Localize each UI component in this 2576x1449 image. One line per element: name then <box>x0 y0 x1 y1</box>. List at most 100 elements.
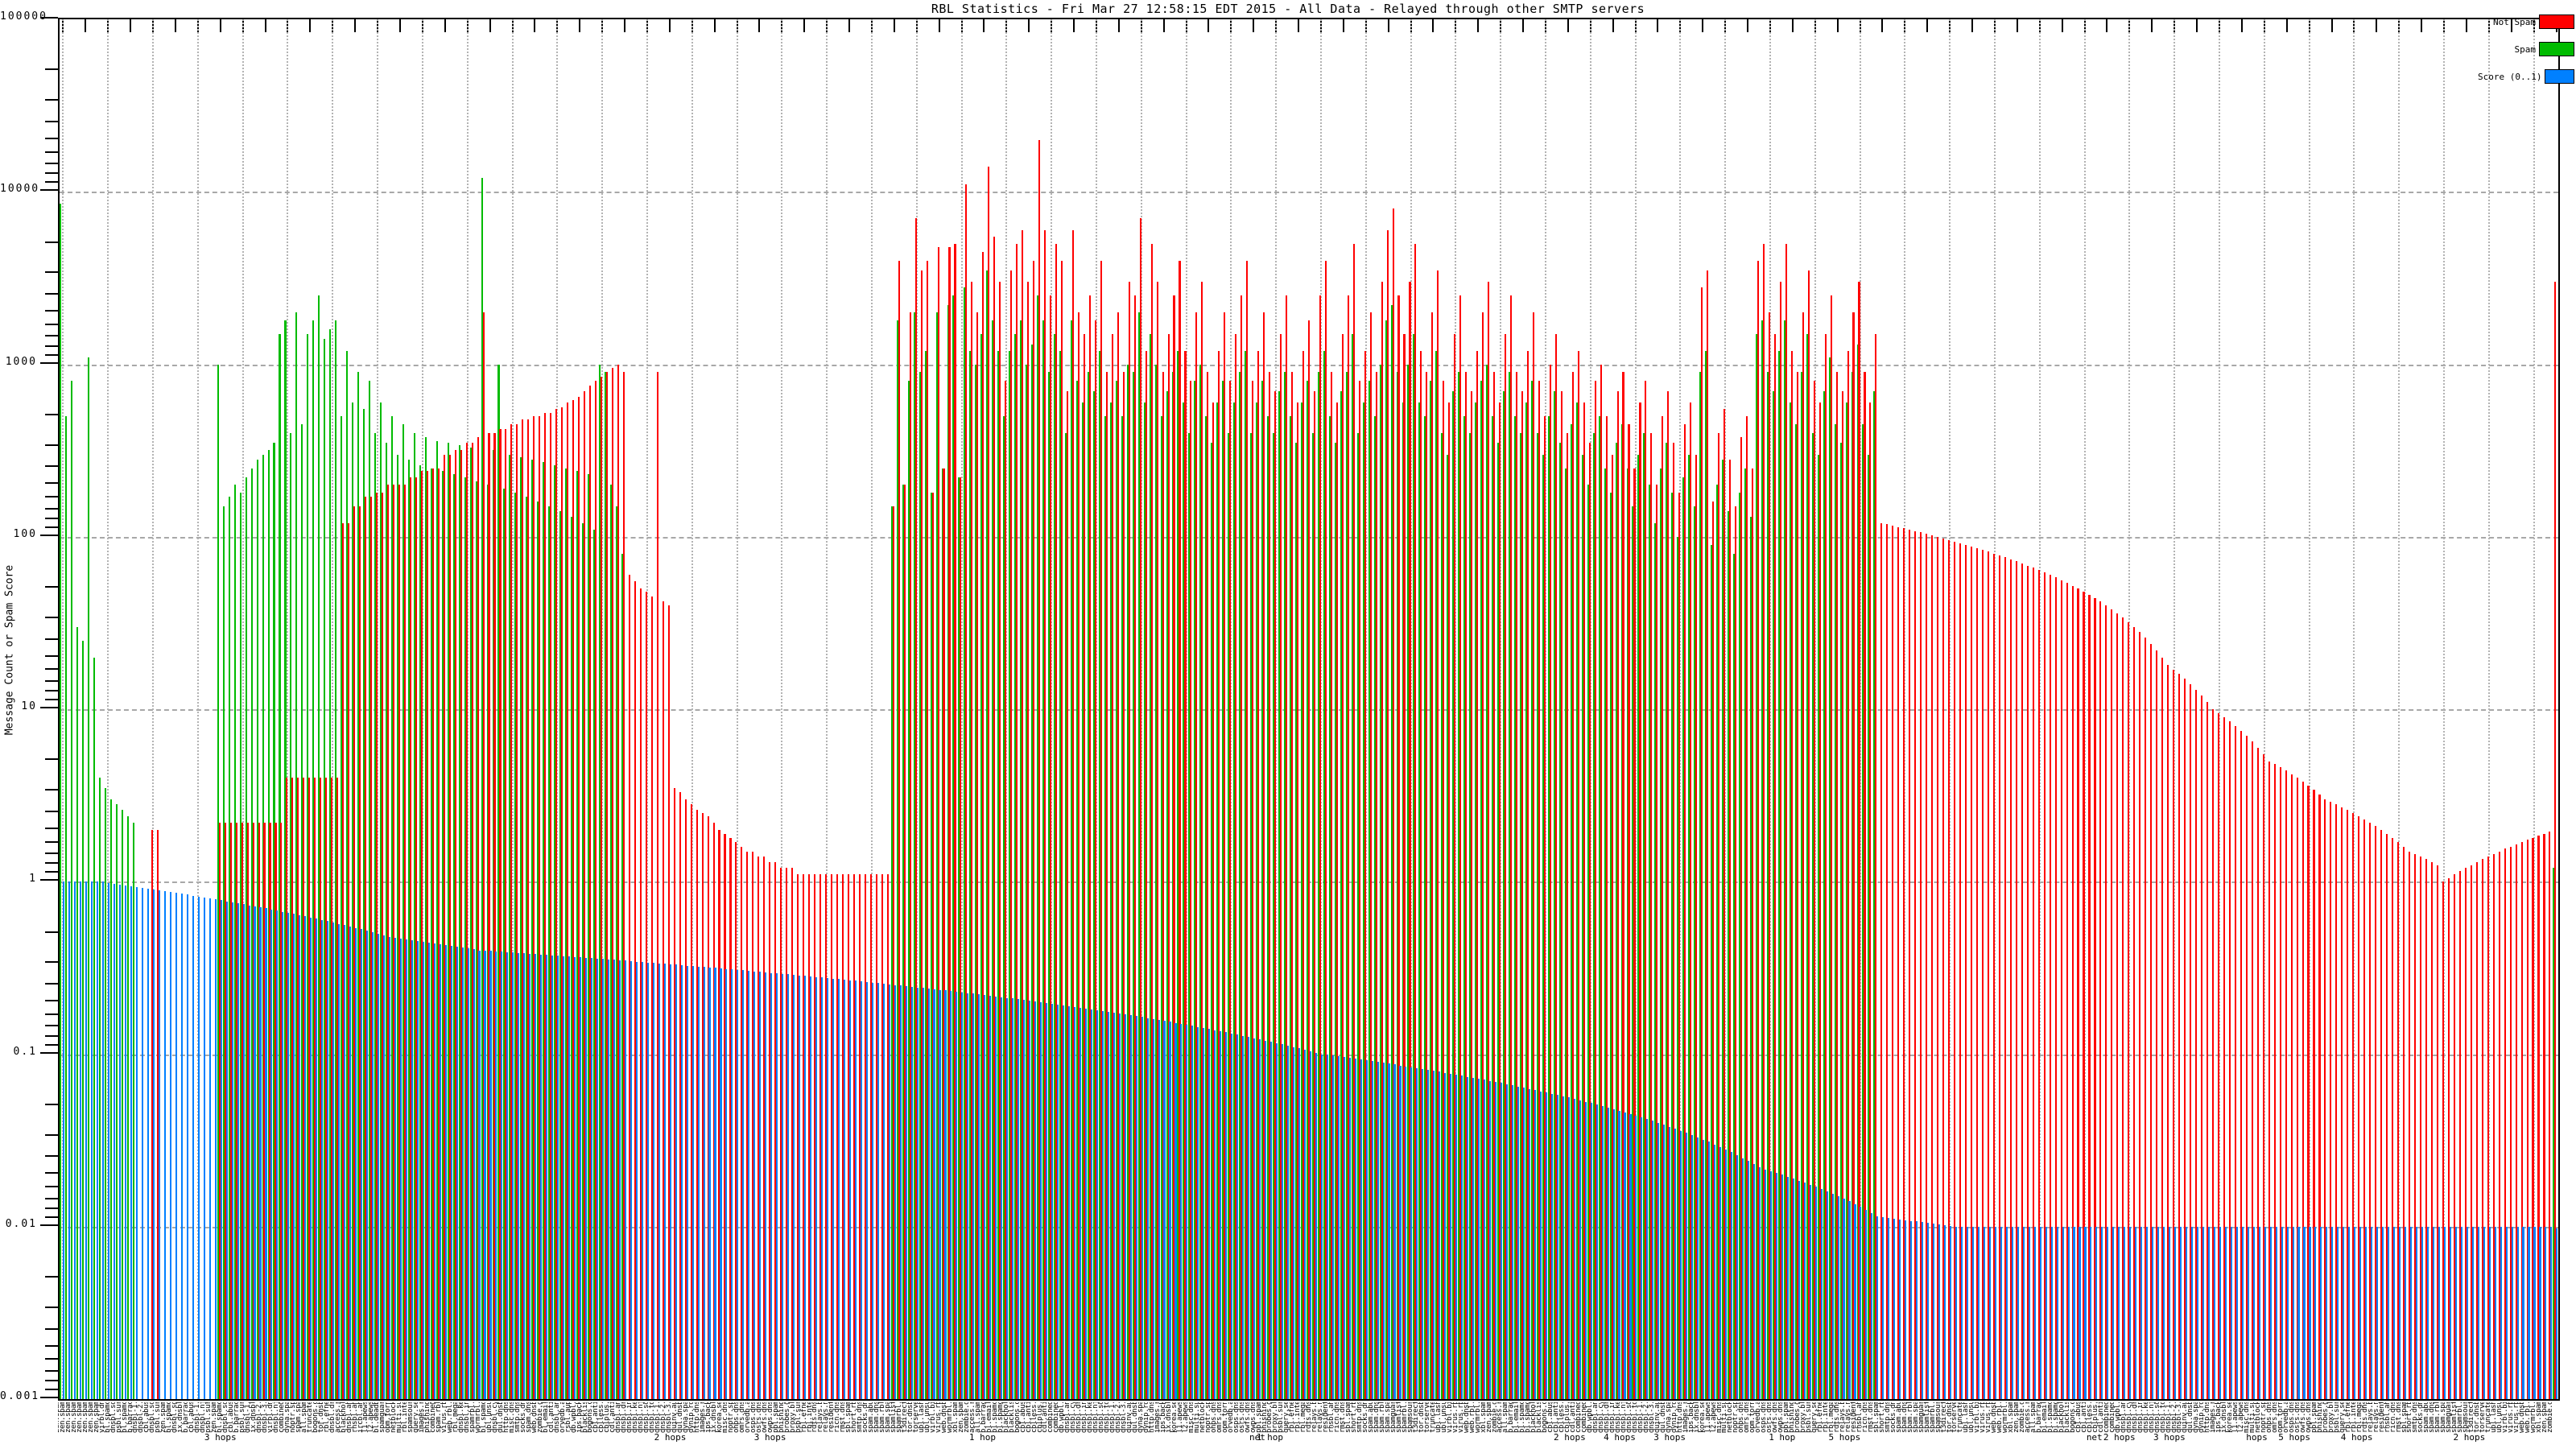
score-bar <box>304 916 307 1399</box>
spam-bar <box>975 364 977 1399</box>
score-bar <box>899 985 902 1399</box>
score-bar <box>371 931 374 1399</box>
score-bar <box>2337 1226 2339 1399</box>
not-spam-bar <box>2470 865 2472 1399</box>
x-axis-group-label: net <box>2086 1432 2103 1443</box>
not-spam-bar <box>1909 529 1911 1399</box>
not-spam-bar <box>533 416 535 1399</box>
x-axis-group-label: 1 hop <box>1256 1432 1283 1443</box>
score-bar <box>1191 1026 1194 1399</box>
spam-bar <box>1194 381 1196 1399</box>
score-bar <box>2348 1226 2351 1399</box>
not-spam-bar <box>595 381 597 1399</box>
score-bar <box>1714 1144 1716 1399</box>
spam-bar <box>1649 485 1651 1399</box>
score-bar <box>495 951 497 1399</box>
vertical-gridline <box>1993 19 1996 1399</box>
spam-bar <box>969 350 972 1399</box>
not-spam-bar <box>2358 815 2360 1399</box>
spam-bar <box>486 485 489 1399</box>
not-spam-bar <box>1381 282 1383 1399</box>
score-bar <box>1377 1062 1379 1399</box>
not-spam-bar <box>218 822 221 1399</box>
score-bar <box>254 906 256 1399</box>
score-bar <box>2101 1226 2103 1399</box>
score-bar <box>293 914 295 1399</box>
vertical-gridline <box>511 19 514 1399</box>
not-spam-bar <box>572 399 575 1399</box>
score-bar <box>114 884 116 1399</box>
not-spam-bar <box>1246 260 1249 1399</box>
score-bar <box>574 956 576 1399</box>
not-spam-bar <box>909 312 911 1399</box>
y-axis-minor-tick <box>45 1133 58 1136</box>
score-bar <box>394 937 396 1399</box>
spam-bar <box>122 810 124 1399</box>
not-spam-bar <box>269 822 271 1399</box>
not-spam-bar <box>1280 333 1282 1399</box>
spam-bar <box>301 423 303 1399</box>
y-axis-minor-tick <box>45 827 58 829</box>
score-bar <box>433 943 436 1399</box>
spam-bar <box>588 474 590 1399</box>
spam-bar <box>65 416 68 1399</box>
spam-bar <box>447 443 449 1399</box>
not-spam-bar <box>1111 333 1113 1399</box>
spam-bar <box>1722 459 1724 1399</box>
vertical-gridline <box>915 19 918 1399</box>
spam-bar <box>1407 364 1410 1399</box>
not-spam-bar <box>763 856 766 1399</box>
score-bar <box>2118 1226 2120 1399</box>
score-bar <box>1303 1050 1306 1399</box>
not-spam-bar <box>1274 390 1277 1399</box>
spam-bar <box>385 443 388 1399</box>
score-bar <box>787 974 790 1399</box>
vertical-gridline <box>1005 19 1008 1399</box>
not-spam-bar <box>752 851 754 1399</box>
score-bar <box>444 944 447 1399</box>
score-bar <box>2169 1226 2171 1399</box>
not-spam-bar <box>2380 829 2383 1399</box>
score-bar <box>1860 1207 1862 1399</box>
score-bar <box>361 929 363 1399</box>
not-spam-bar <box>617 364 619 1399</box>
score-bar <box>186 894 188 1399</box>
not-spam-bar <box>690 804 692 1399</box>
score-bar <box>1056 1004 1059 1399</box>
score-bar <box>720 968 722 1399</box>
score-bar <box>1096 1009 1098 1399</box>
y-axis-minor-tick <box>45 444 58 446</box>
not-spam-bar <box>2004 557 2006 1399</box>
score-bar <box>956 992 958 1399</box>
spam-bar <box>1570 423 1572 1399</box>
not-spam-bar <box>2430 861 2434 1399</box>
score-bar <box>74 881 76 1399</box>
x-axis-group-label: 1 hop <box>1769 1432 1796 1443</box>
not-spam-bar <box>1156 282 1158 1399</box>
not-spam-bar <box>589 386 592 1399</box>
not-spam-bar <box>960 477 962 1399</box>
score-bar <box>1635 1115 1637 1399</box>
not-spam-bar <box>1931 535 1934 1399</box>
score-bar <box>214 899 217 1399</box>
not-spam-bar <box>948 246 951 1399</box>
not-spam-bar <box>2190 683 2192 1399</box>
not-spam-bar <box>1352 243 1355 1399</box>
score-bar <box>1292 1046 1294 1399</box>
not-spam-bar <box>1577 350 1579 1399</box>
not-spam-bar <box>2054 577 2057 1399</box>
score-bar <box>1905 1220 1907 1399</box>
not-spam-bar <box>1465 372 1468 1399</box>
score-bar <box>248 905 250 1399</box>
score-bar <box>1545 1092 1547 1399</box>
score-bar <box>1348 1058 1351 1399</box>
vertical-gridline <box>1634 19 1637 1399</box>
score-bar <box>416 940 419 1399</box>
spam-bar <box>605 372 607 1399</box>
score-bar <box>119 885 122 1399</box>
not-spam-bar <box>1858 282 1860 1399</box>
not-spam-bar <box>976 312 979 1399</box>
score-bar <box>1831 1193 1834 1399</box>
vertical-gridline <box>1724 19 1727 1399</box>
spam-bar <box>318 295 320 1399</box>
